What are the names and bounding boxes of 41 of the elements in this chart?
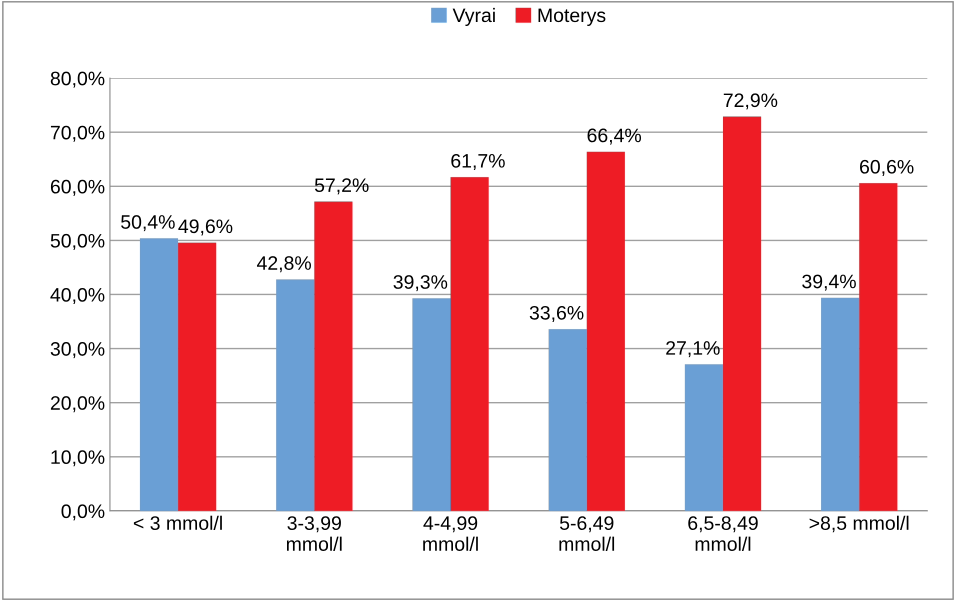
x-tick-label: 4-4,99 mmol/l <box>423 516 478 551</box>
y-tick-label: 30,0% <box>50 342 104 358</box>
data-label: 49,6% <box>178 219 232 236</box>
data-label: 72,9% <box>724 93 778 110</box>
bar <box>412 298 451 511</box>
bar <box>548 329 587 511</box>
y-tick-label: 60,0% <box>50 180 104 196</box>
data-label: 60,6% <box>860 160 914 176</box>
bar <box>178 242 216 511</box>
data-label: 39,3% <box>394 275 448 292</box>
y-tick-label: 0,0% <box>62 504 104 520</box>
data-label: 39,4% <box>802 274 856 291</box>
bar <box>276 279 314 511</box>
y-tick-label: 40,0% <box>50 288 104 304</box>
data-label: 50,4% <box>121 215 175 232</box>
data-label: 33,6% <box>530 306 584 322</box>
x-tick-label: < 3 mmol/l <box>134 516 222 530</box>
y-tick-label: 50,0% <box>50 234 104 250</box>
legend-label: Vyrai <box>452 8 495 26</box>
bar <box>450 177 489 511</box>
x-tick-label: >8,5 mmol/l <box>810 516 908 532</box>
data-label: 57,2% <box>314 178 369 194</box>
y-tick-label: 80,0% <box>50 72 104 88</box>
y-tick-label: 70,0% <box>50 126 104 142</box>
legend-label: Moterys <box>538 8 606 26</box>
data-label: 42,8% <box>256 256 311 272</box>
x-tick-label: 3-3,99 mmol/l <box>286 516 342 551</box>
data-label: 27,1% <box>666 341 720 358</box>
bar <box>859 183 898 511</box>
bar <box>314 201 352 511</box>
data-label: 66,4% <box>588 128 642 145</box>
y-tick-label: 20,0% <box>50 396 104 412</box>
y-tick-label: 10,0% <box>51 450 104 466</box>
bar <box>722 116 762 511</box>
data-label: 61,7% <box>451 154 505 170</box>
bar <box>586 152 625 511</box>
x-tick-label: 5-6,49 mmol/l <box>559 516 614 551</box>
x-tick-label: 6,5-8,49 mmol/l <box>688 516 758 551</box>
bar <box>684 364 723 511</box>
bar <box>821 298 860 511</box>
bar <box>140 238 178 511</box>
